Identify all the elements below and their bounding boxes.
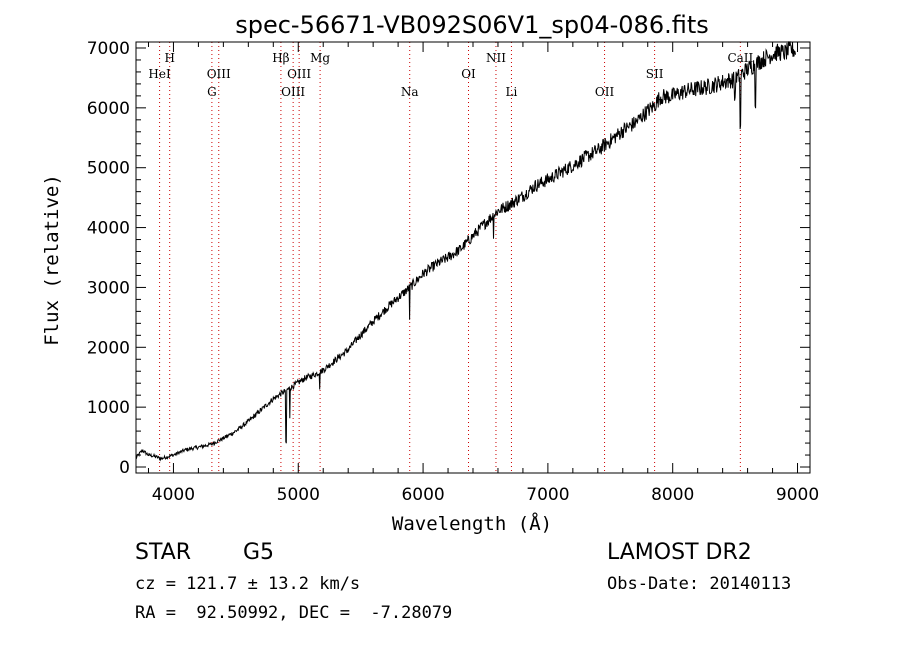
line-label-11: Li — [506, 85, 518, 99]
spectrum-line — [135, 41, 796, 462]
y-axis-label: Flux (relative) — [41, 174, 63, 346]
y-tick-label: 1000 — [87, 398, 130, 418]
coordinates: RA = 92.50992, DEC = -7.28079 — [135, 603, 453, 623]
line-label-2: G — [207, 85, 217, 99]
axes: 4000 5000 6000 7000 8000 9000 0 1000 2000 3000 400… — [87, 39, 819, 505]
line-label-4: Hβ — [272, 51, 289, 65]
y-tick-label: 7000 — [87, 39, 130, 59]
x-tick-label: 7000 — [526, 485, 569, 505]
object-subclass: G5 — [243, 540, 275, 565]
line-label-0: HeI — [148, 67, 171, 81]
line-label-3: OIII — [207, 67, 231, 81]
y-tick-label: 5000 — [87, 159, 130, 179]
x-tick-label: 6000 — [401, 485, 444, 505]
line-label-1: H — [164, 51, 174, 65]
line-label-10: NII — [486, 51, 506, 65]
survey-name: LAMOST DR2 — [607, 540, 752, 565]
line-label-7: Mg — [310, 51, 330, 65]
line-label-9: OI — [461, 67, 476, 81]
x-tick-label: 4000 — [152, 485, 195, 505]
y-tick-label: 6000 — [87, 99, 130, 119]
line-label-8: Na — [401, 85, 419, 99]
line-label-6: OIII — [287, 67, 311, 81]
x-axis-label: Wavelength (Å) — [392, 512, 552, 535]
redshift-readout: cz = 121.7 ± 13.2 km/s — [135, 574, 361, 594]
y-tick-label: 4000 — [87, 219, 130, 239]
plot-frame — [135, 41, 811, 474]
line-label-12: OII — [595, 85, 615, 99]
x-tick-label: 5000 — [277, 485, 320, 505]
obs-date: Obs-Date: 20140113 — [607, 574, 792, 594]
line-label-14: CaII — [727, 51, 753, 65]
x-tick-label: 9000 — [776, 485, 819, 505]
line-label-13: SII — [646, 67, 664, 81]
spectrum-series — [135, 41, 796, 462]
y-tick-label: 3000 — [87, 278, 130, 298]
object-type: STAR — [135, 540, 192, 565]
line-label-5: OIII — [281, 85, 305, 99]
y-tick-label: 2000 — [87, 338, 130, 358]
x-tick-label: 8000 — [651, 485, 694, 505]
y-tick-label: 0 — [119, 458, 130, 478]
chart-title: spec-56671-VB092S06V1_sp04-086.fits — [235, 11, 709, 39]
spectral-line-markers: HeI H G OIII Hβ OIII OIII Mg Na OI NII Li OII SII CaII — [148, 42, 754, 473]
